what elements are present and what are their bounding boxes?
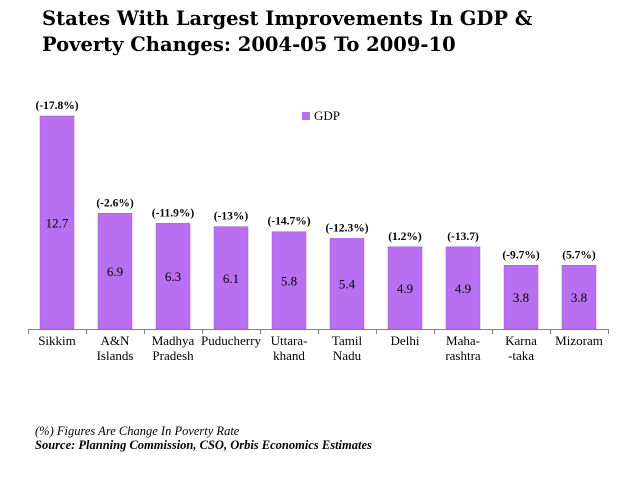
category-label: Maha- [446, 333, 480, 348]
bar [561, 265, 597, 330]
poverty-change-label: (-14.7%) [267, 216, 310, 228]
data-label: 4.9 [397, 281, 413, 296]
chart-title: States With Largest Improvements In GDP … [42, 7, 533, 56]
bar [387, 246, 423, 330]
poverty-change-label: (5.7%) [562, 249, 596, 261]
legend-label: GDP [314, 108, 341, 123]
category-label: Nadu [333, 348, 362, 363]
bar [445, 246, 481, 330]
category-label: Delhi [391, 333, 420, 348]
bar [213, 226, 249, 330]
bar [97, 213, 133, 330]
category-label: Puducherry [201, 333, 261, 348]
poverty-change-label: (-12.3%) [325, 222, 368, 234]
data-label: 12.7 [46, 216, 69, 231]
data-label: 6.3 [165, 269, 181, 284]
bar [271, 231, 307, 330]
category-label: Pradesh [152, 348, 194, 363]
category-label: Mizoram [555, 333, 603, 348]
legend-swatch [302, 112, 310, 120]
poverty-change-label: (-2.6%) [96, 197, 134, 209]
data-label: 3.8 [571, 290, 587, 305]
source-note: Source: Planning Commission, CSO, Orbis … [35, 438, 372, 452]
legend: GDP [302, 108, 340, 124]
poverty-change-label: (-17.8%) [35, 100, 78, 112]
data-label: 6.9 [107, 264, 123, 279]
bar [503, 265, 539, 330]
category-label: Karna [505, 333, 537, 348]
category-label: Madhya [152, 333, 195, 348]
category-label: Tamil [332, 333, 363, 348]
poverty-change-label: (-13.7) [447, 231, 479, 243]
category-label: khand [273, 348, 305, 363]
bar [329, 238, 365, 330]
data-label: 5.4 [339, 277, 356, 292]
category-label: -taka [508, 348, 534, 363]
category-label: rashtra [445, 348, 481, 363]
poverty-change-label: (-9.7%) [502, 249, 540, 261]
footnote: (%) Figures Are Change In Poverty Rate [35, 424, 240, 438]
bar [155, 223, 191, 330]
category-label: Islands [97, 348, 134, 363]
bar [39, 115, 75, 330]
category-label: Sikkim [38, 333, 76, 348]
poverty-change-label: (1.2%) [388, 231, 422, 243]
data-label: 6.1 [223, 271, 239, 286]
poverty-change-label: (-13%) [214, 211, 249, 223]
category-label: Uttara- [271, 333, 308, 348]
poverty-change-label: (-11.9%) [152, 207, 195, 219]
data-label: 3.8 [513, 290, 529, 305]
data-label: 4.9 [455, 281, 471, 296]
data-label: 5.8 [281, 273, 297, 288]
category-label: A&N [101, 333, 131, 348]
